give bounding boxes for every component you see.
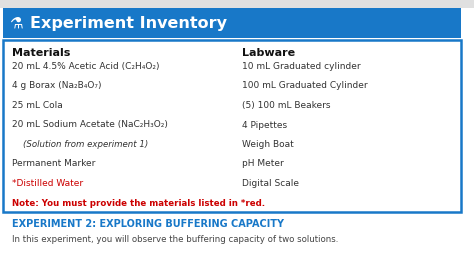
Text: 25 mL Cola: 25 mL Cola xyxy=(12,101,63,110)
Text: (5) 100 mL Beakers: (5) 100 mL Beakers xyxy=(242,101,330,110)
Text: Materials: Materials xyxy=(12,48,70,58)
FancyBboxPatch shape xyxy=(0,0,474,8)
Text: 100 mL Graduated Cylinder: 100 mL Graduated Cylinder xyxy=(242,82,368,91)
Text: 20 mL 4.5% Acetic Acid (C₂H₄O₂): 20 mL 4.5% Acetic Acid (C₂H₄O₂) xyxy=(12,62,159,71)
Text: 4 g Borax (Na₂B₄O₇): 4 g Borax (Na₂B₄O₇) xyxy=(12,82,101,91)
Text: 10 mL Graduated cylinder: 10 mL Graduated cylinder xyxy=(242,62,361,71)
Text: 20 mL Sodium Acetate (NaC₂H₃O₂): 20 mL Sodium Acetate (NaC₂H₃O₂) xyxy=(12,121,168,130)
Text: Weigh Boat: Weigh Boat xyxy=(242,140,294,149)
FancyBboxPatch shape xyxy=(3,8,461,38)
Text: 4 Pipettes: 4 Pipettes xyxy=(242,121,287,130)
Text: EXPERIMENT 2: EXPLORING BUFFERING CAPACITY: EXPERIMENT 2: EXPLORING BUFFERING CAPACI… xyxy=(12,219,284,229)
Text: Note: You must provide the materials listed in *red.: Note: You must provide the materials lis… xyxy=(12,200,265,209)
Text: *Distilled Water: *Distilled Water xyxy=(12,179,83,188)
FancyBboxPatch shape xyxy=(3,40,461,212)
Text: Permanent Marker: Permanent Marker xyxy=(12,160,95,169)
Text: ⚗: ⚗ xyxy=(9,15,23,30)
Text: (Solution from experiment 1): (Solution from experiment 1) xyxy=(12,140,148,149)
Text: Labware: Labware xyxy=(242,48,295,58)
Text: pH Meter: pH Meter xyxy=(242,160,284,169)
Text: Digital Scale: Digital Scale xyxy=(242,179,299,188)
Text: Experiment Inventory: Experiment Inventory xyxy=(30,16,227,31)
Text: In this experiment, you will observe the buffering capacity of two solutions.: In this experiment, you will observe the… xyxy=(12,235,338,244)
